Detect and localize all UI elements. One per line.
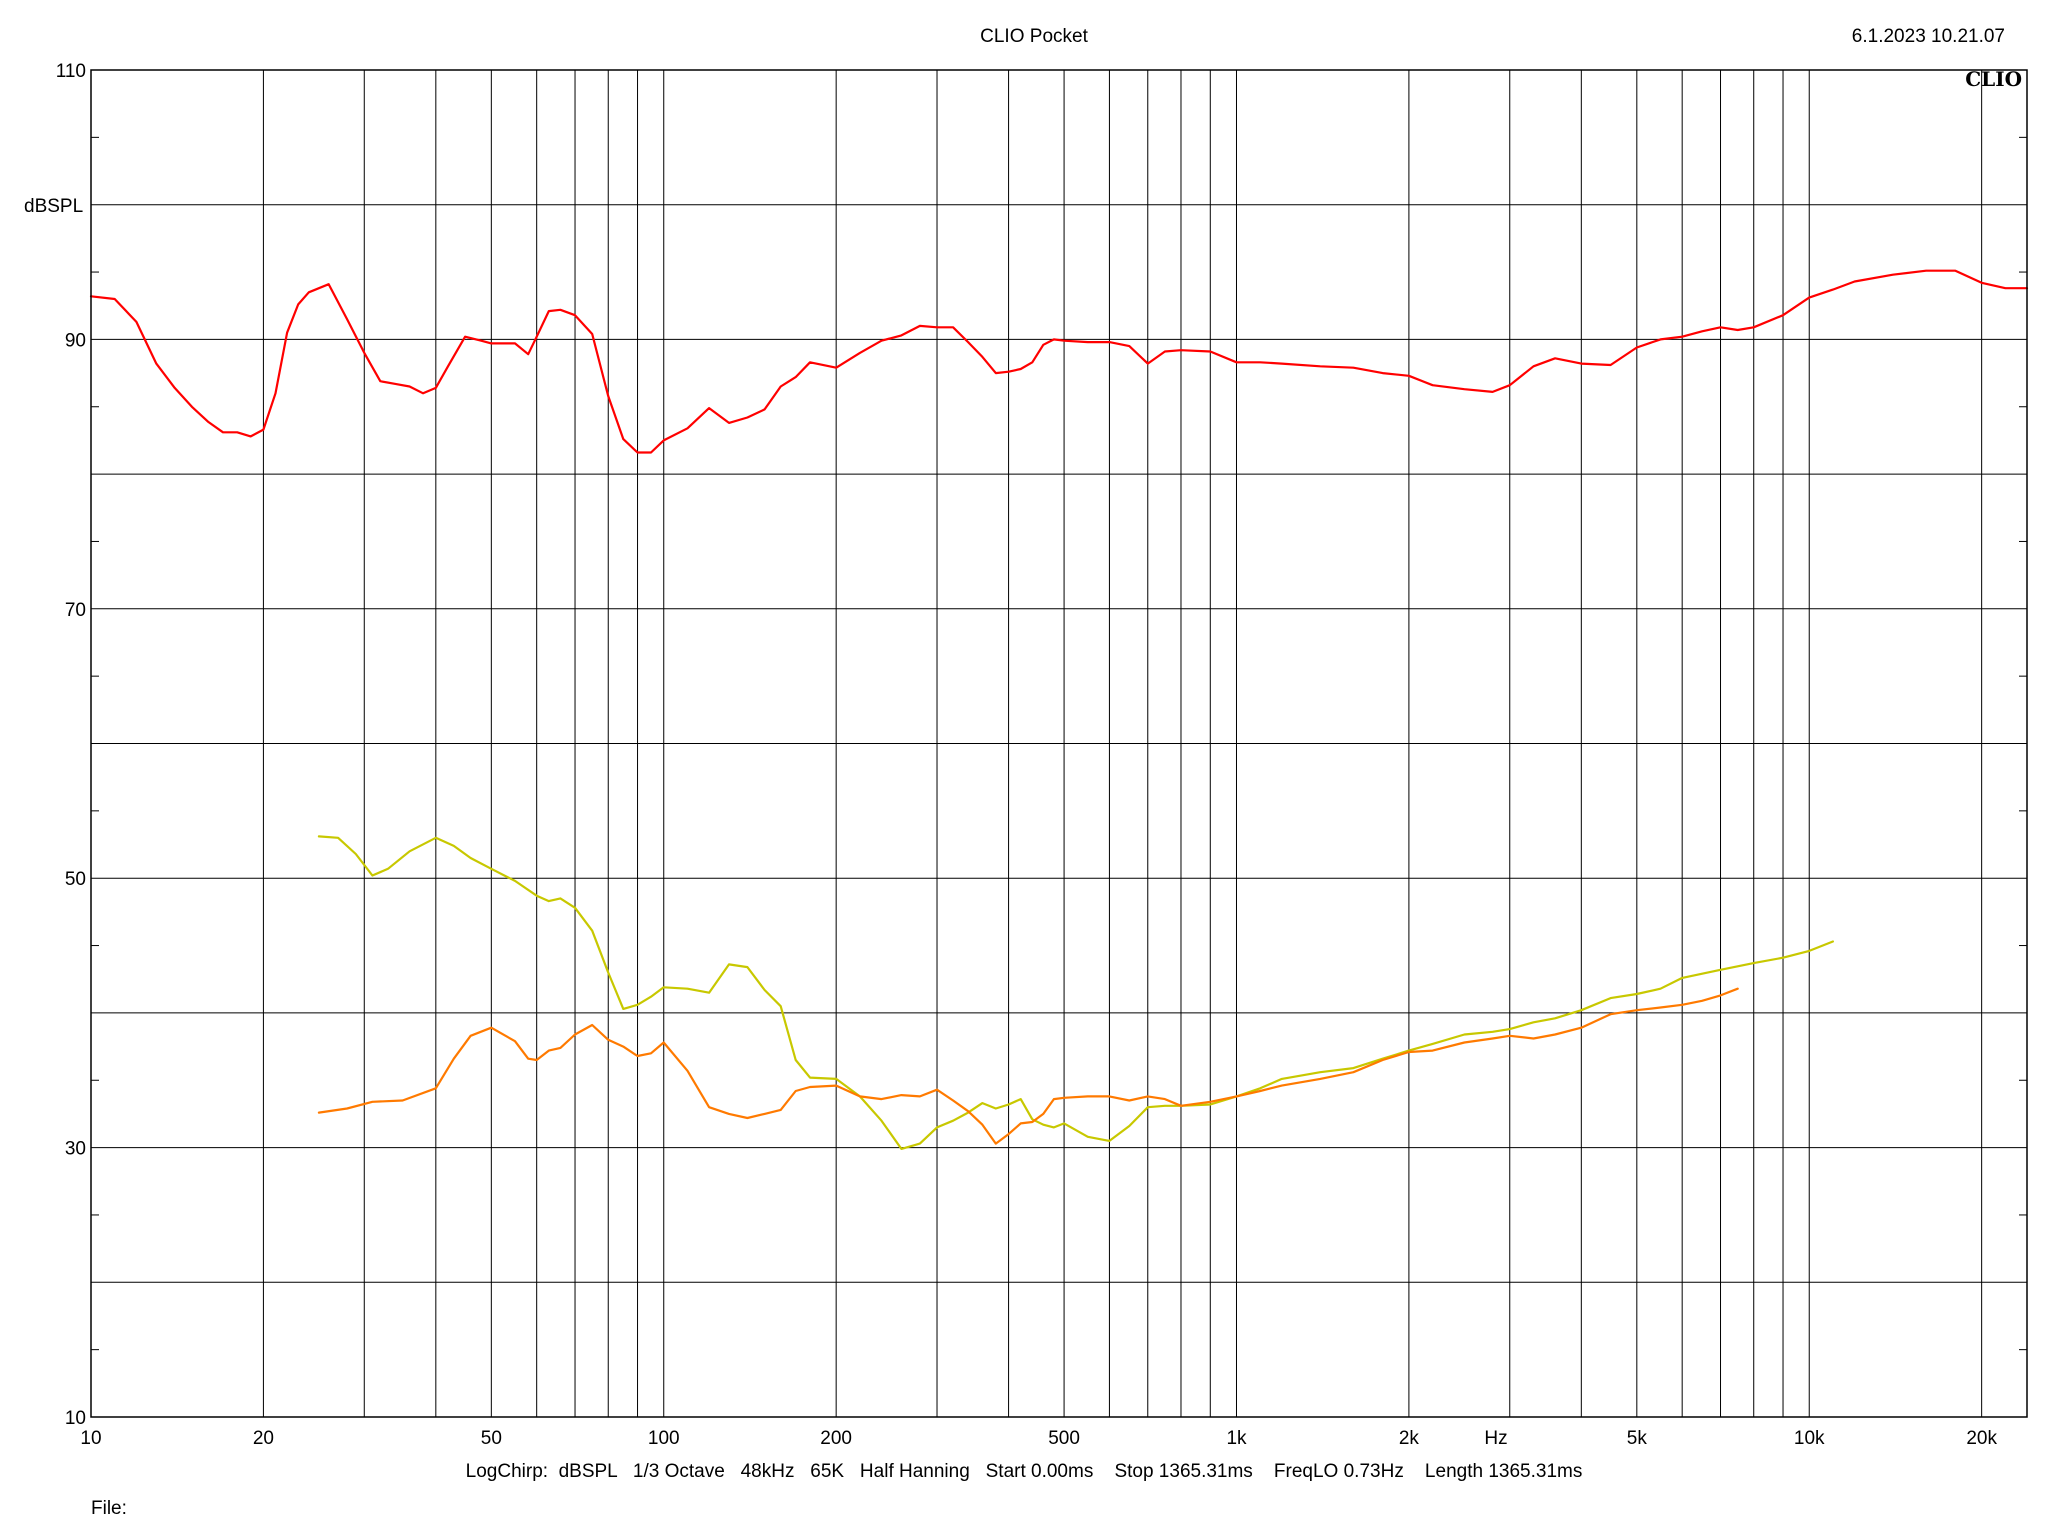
- y-tick-label: 50: [65, 869, 86, 890]
- x-tick-label: 5k: [1627, 1428, 1648, 1449]
- y-tick-label: 110: [56, 61, 86, 82]
- x-tick-label: 1k: [1226, 1428, 1247, 1449]
- series-line-2: [317, 835, 1835, 1151]
- x-tick-label: 100: [648, 1428, 680, 1449]
- y-tick-label: 10: [65, 1408, 86, 1429]
- timestamp: 6.1.2023 10.21.07: [1852, 26, 2005, 47]
- file-label: File:: [91, 1498, 127, 1519]
- y-tick-label: 70: [65, 600, 86, 621]
- chart-title: CLIO Pocket: [980, 26, 1088, 47]
- clio-logo: CLIO: [1965, 67, 2022, 91]
- x-tick-label: 500: [1048, 1428, 1080, 1449]
- y-axis-ticks: 110 90 70 50 30 10: [56, 61, 2027, 1429]
- y-tick-label: 90: [65, 330, 86, 351]
- x-tick-label: 2k: [1399, 1428, 1420, 1449]
- x-tick-label: 20k: [1966, 1428, 1997, 1449]
- x-tick-label: 50: [481, 1428, 502, 1449]
- measurement-settings: LogChirp: dBSPL 1/3 Octave 48kHz 65K Hal…: [465, 1461, 1583, 1482]
- x-axis-ticks: 10 20 50 100 200 500 1k 2k 5k 10k 20k: [80, 1428, 1997, 1449]
- x-tick-label: 200: [820, 1428, 852, 1449]
- grid: [91, 70, 2027, 1417]
- y-tick-label: 30: [65, 1139, 86, 1160]
- x-tick-label: 20: [253, 1428, 274, 1449]
- plot-frame: [90, 69, 2028, 1418]
- x-tick-label: 10: [80, 1428, 101, 1449]
- series-group: [89, 269, 2029, 1151]
- x-tick-label: 10k: [1794, 1428, 1825, 1449]
- x-axis-label: Hz: [1484, 1428, 1507, 1449]
- series-line-1: [89, 269, 2029, 454]
- series-line-3: [317, 987, 1739, 1145]
- y-axis-label: dBSPL: [24, 196, 83, 217]
